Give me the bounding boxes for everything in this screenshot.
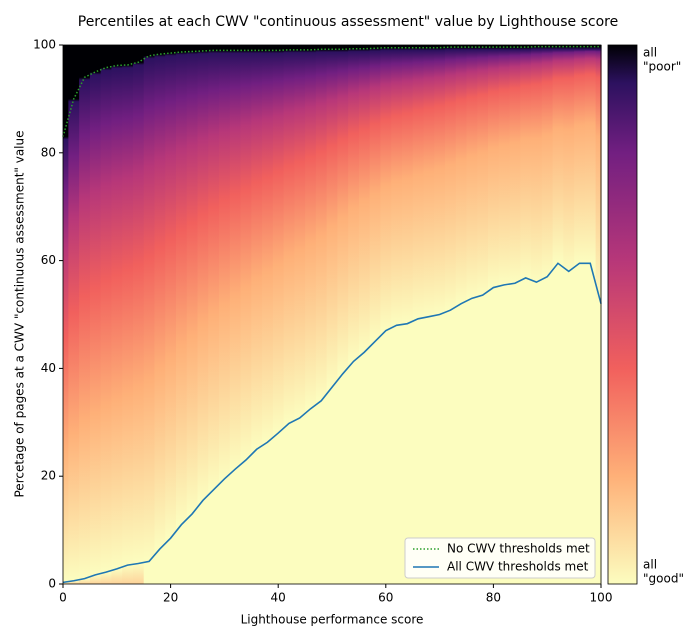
heatmap-column [208,45,220,584]
heatmap-column [358,45,371,584]
x-tick-label: 0 [59,591,67,605]
heatmap-column [509,45,521,584]
heatmap-column [240,45,252,584]
heatmap-column [412,45,425,584]
heatmap-column [89,45,102,584]
heatmap-column [444,45,457,584]
line [62,262,602,584]
x-tick-label: 80 [486,591,501,605]
heatmap-column [143,45,156,584]
heatmap-column [175,45,188,584]
colorbar-label: "poor" [643,60,681,74]
heatmap-column [455,45,468,584]
heatmap-column [563,45,575,584]
y-tick-label: 0 [48,577,56,591]
heatmap-column [229,45,242,584]
heatmap-column [251,45,263,584]
heatmap-column [315,45,328,584]
heatmap-column [68,45,80,584]
y-tick-label: 40 [41,361,56,375]
heatmap-column [132,45,145,584]
y-axis-label: Percetage of pages at a CWV "continuous … [13,130,27,497]
heatmap-column [100,45,113,584]
line [62,45,601,137]
heatmap-column [488,45,500,584]
heatmap-column [262,45,274,584]
heatmap-column [574,45,586,584]
chart-title: Percentiles at each CWV "continuous asse… [78,14,618,30]
y-tick-label: 60 [41,253,56,267]
colorbar-label: all [643,46,657,60]
heatmap-column [466,45,478,584]
x-tick-label: 100 [590,591,613,605]
legend-label: All CWV thresholds met [447,560,589,574]
heatmap-column [165,45,177,584]
x-axis-label: Lighthouse performance score [241,613,424,627]
colorbar [607,44,638,585]
colorbar-label: all [643,558,657,572]
heatmap-column [369,45,382,584]
heatmap-column [520,45,532,584]
heatmap-column [477,45,489,584]
heatmap-column [498,45,511,584]
heatmap-column [391,45,403,584]
x-tick-label: 60 [378,591,393,605]
heatmap-column [197,45,209,584]
heatmap-column [584,45,597,584]
heatmap-column [272,45,285,584]
heatmap-column [294,45,306,584]
heatmap-column [219,45,231,584]
x-tick-label: 20 [163,591,178,605]
heatmap-column [305,45,317,584]
y-tick-label: 20 [41,469,56,483]
heatmap-column [79,45,91,584]
heatmap-column [552,45,564,584]
heatmap-column [595,45,602,584]
x-tick-label: 40 [271,591,286,605]
heatmap-column [541,45,554,584]
heatmap [63,45,602,584]
heatmap-column [380,45,392,584]
colorbar-label: "good" [643,572,684,586]
legend-box [404,537,596,579]
legend-label: No CWV thresholds met [447,542,590,556]
heatmap-column [63,45,69,584]
heatmap-column [111,45,123,584]
heatmap-column [154,45,166,584]
heatmap-column [283,45,295,584]
heatmap-column [337,45,349,584]
y-tick-label: 80 [41,145,56,159]
heatmap-column [348,45,360,584]
heatmap-column [122,45,134,584]
y-tick-label: 100 [33,38,56,52]
heatmap-column [423,45,435,584]
heatmap-column [401,45,414,584]
heatmap-column [531,45,543,584]
plot-frame [62,44,602,585]
heatmap-column [326,45,338,584]
heatmap-column [186,45,199,584]
